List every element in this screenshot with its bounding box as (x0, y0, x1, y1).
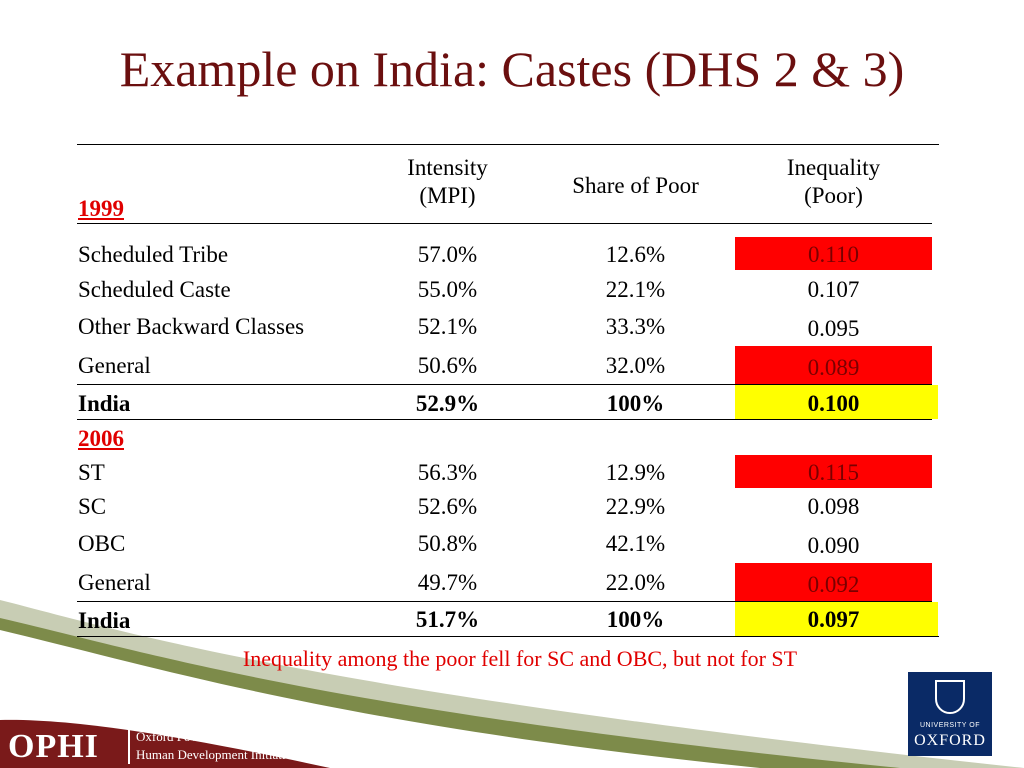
summary-note: Inequality among the poor fell for SC an… (242, 646, 798, 671)
total-2006-bottom-rule (77, 636, 939, 637)
highlight-st-2006 (735, 455, 932, 488)
row-share: 33.3% (605, 314, 666, 339)
row-share: 22.9% (605, 494, 666, 519)
row-mpi: 50.8% (417, 531, 478, 556)
row-mpi: 55.0% (417, 277, 478, 302)
highlight-general-1999 (735, 346, 932, 384)
highlight-india-1999 (735, 385, 938, 419)
oxford-logo-line2: OXFORD (914, 732, 986, 749)
total-1999-bottom-rule (77, 419, 932, 420)
row-mpi: 50.6% (417, 353, 478, 378)
total-share: 100% (606, 607, 665, 632)
slide-title: Example on India: Castes (DHS 2 & 3) (119, 41, 905, 97)
row-ineq: 0.110 (808, 242, 859, 267)
year-1999-label: 1999 (78, 196, 124, 221)
row-group: General (78, 353, 151, 378)
year-2006-label: 2006 (78, 426, 124, 451)
footer-swoosh (0, 600, 1024, 768)
highlight-general-2006 (735, 563, 932, 601)
oxford-logo: UNIVERSITY OF OXFORD (908, 672, 992, 756)
total-ineq: 0.100 (807, 391, 860, 416)
row-ineq: 0.089 (807, 355, 860, 380)
crest-icon (935, 680, 965, 714)
header-intensity: Intensity (MPI) (407, 155, 488, 208)
row-share: 12.6% (605, 242, 666, 267)
header-inequality: Inequality (Poor) (786, 155, 881, 208)
row-group: SC (78, 494, 107, 519)
row-ineq: 0.095 (807, 316, 860, 341)
row-group: ST (78, 460, 105, 485)
row-group: Other Backward Classes (78, 314, 305, 339)
row-share: 12.9% (605, 460, 666, 485)
row-mpi: 57.0% (417, 242, 478, 267)
oxford-logo-line1: UNIVERSITY OF (919, 722, 981, 729)
row-ineq: 0.092 (807, 572, 860, 597)
header-rule (77, 223, 932, 224)
row-mpi: 49.7% (417, 570, 478, 595)
row-mpi: 56.3% (417, 460, 478, 485)
row-share: 22.1% (605, 277, 666, 302)
row-mpi: 52.6% (417, 494, 478, 519)
total-1999-top-rule (77, 384, 932, 385)
row-mpi: 52.1% (417, 314, 478, 339)
ophi-subtitle: Oxford Poverty & Human Development Initi… (136, 729, 298, 762)
header-share: Share of Poor (572, 173, 699, 198)
ophi-logo-text: OPHI (8, 728, 99, 765)
row-group: OBC (78, 531, 126, 556)
total-2006-top-rule (77, 601, 932, 602)
ophi-separator (128, 730, 130, 764)
row-ineq: 0.090 (807, 533, 860, 558)
row-share: 32.0% (605, 353, 666, 378)
total-mpi: 52.9% (415, 391, 480, 416)
row-share: 42.1% (605, 531, 666, 556)
row-ineq: 0.107 (807, 277, 860, 302)
total-group: India (78, 391, 131, 416)
total-share: 100% (606, 391, 665, 416)
row-share: 22.0% (605, 570, 666, 595)
highlight-st-1999 (735, 237, 932, 270)
row-ineq: 0.098 (807, 494, 860, 519)
highlight-india-2006 (735, 602, 938, 636)
row-ineq: 0.115 (808, 460, 859, 485)
row-group: Scheduled Tribe (78, 242, 229, 267)
table-top-rule (77, 144, 939, 145)
row-group: Scheduled Caste (78, 277, 231, 302)
total-group: India (78, 608, 131, 633)
total-ineq: 0.097 (807, 607, 860, 632)
row-group: General (78, 570, 151, 595)
total-mpi: 51.7% (415, 607, 480, 632)
